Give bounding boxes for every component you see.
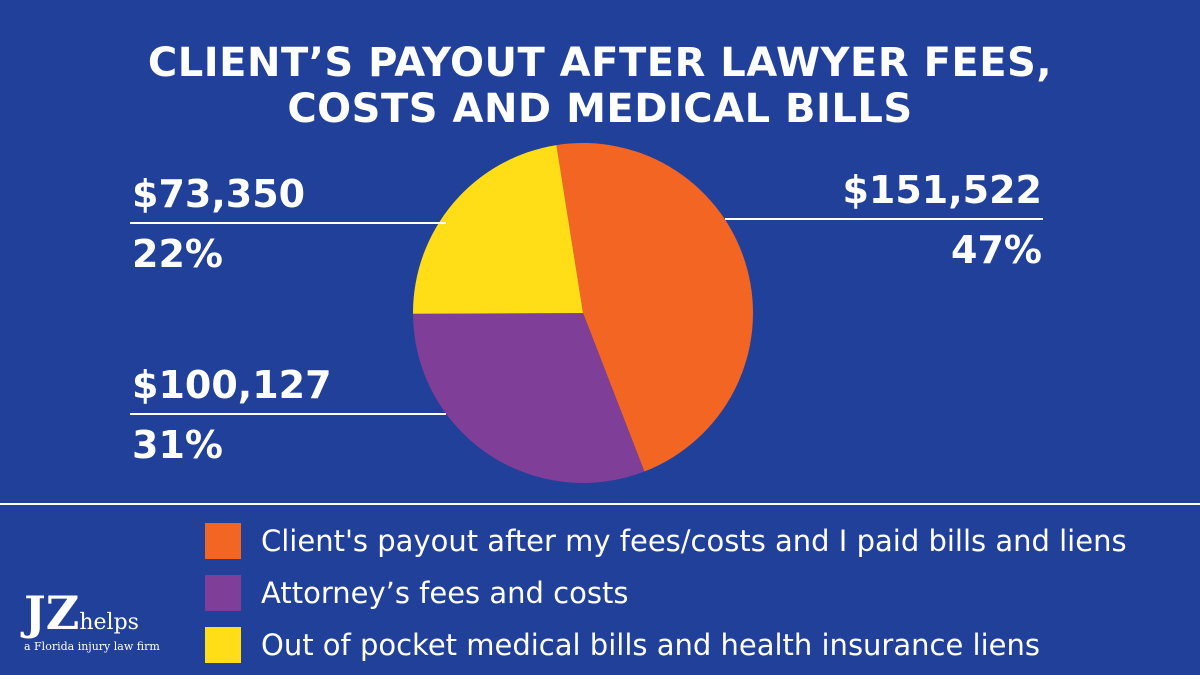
title-line-1: CLIENT’S PAYOUT AFTER LAWYER FEES, bbox=[147, 40, 1053, 86]
title-line-2: COSTS AND MEDICAL BILLS bbox=[287, 86, 913, 132]
pie-slice-1 bbox=[413, 313, 645, 483]
legend-swatch-purple bbox=[205, 575, 241, 611]
orange-percent-label: 47% bbox=[951, 228, 1042, 272]
orange-leader-line bbox=[725, 218, 1043, 220]
logo-mark: JZ bbox=[24, 586, 80, 640]
purple-percent-label: 31% bbox=[132, 423, 223, 467]
legend-swatch-yellow bbox=[205, 627, 241, 663]
legend-item-attorney-fees: Attorney’s fees and costs bbox=[205, 575, 628, 611]
yellow-leader-line bbox=[130, 222, 446, 224]
legend-item-client-payout: Client's payout after my fees/costs and … bbox=[205, 523, 1127, 559]
logo-tagline: a Florida injury law firm bbox=[24, 640, 160, 653]
legend-label: Client's payout after my fees/costs and … bbox=[261, 524, 1127, 558]
legend-label: Attorney’s fees and costs bbox=[261, 576, 629, 610]
yellow-value-label: $73,350 bbox=[132, 172, 306, 216]
orange-value-label: $151,522 bbox=[842, 168, 1042, 212]
purple-value-label: $100,127 bbox=[132, 363, 332, 407]
purple-leader-line bbox=[130, 413, 446, 415]
chart-title: CLIENT’S PAYOUT AFTER LAWYER FEES, COSTS… bbox=[0, 40, 1200, 132]
legend-label: Out of pocket medical bills and health i… bbox=[261, 628, 1040, 662]
legend-swatch-orange bbox=[205, 523, 241, 559]
yellow-percent-label: 22% bbox=[132, 232, 223, 276]
pie-slice-2 bbox=[413, 145, 583, 314]
jz-helps-logo: JZhelps a Florida injury law firm bbox=[24, 590, 160, 653]
pie-slice-0 bbox=[556, 143, 753, 472]
legend-divider bbox=[0, 503, 1200, 505]
legend-item-medical-bills: Out of pocket medical bills and health i… bbox=[205, 627, 1040, 663]
logo-word: helps bbox=[79, 610, 139, 635]
